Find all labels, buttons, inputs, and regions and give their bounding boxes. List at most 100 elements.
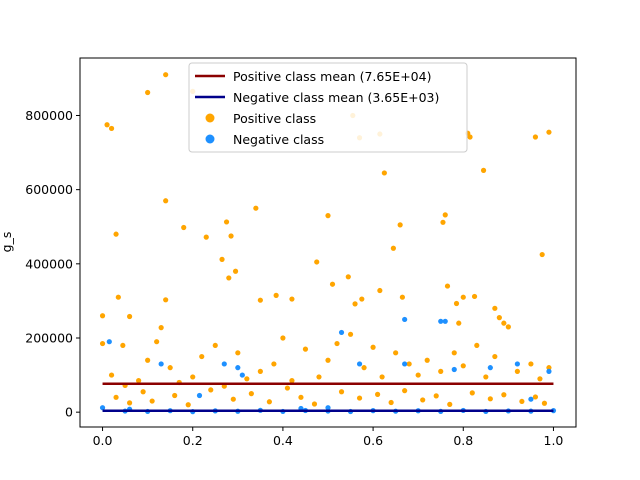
positive-class-point-5 <box>115 294 121 300</box>
positive-class-point-100 <box>185 402 191 408</box>
legend-negative-mean-label: Negative class mean (3.65E+03) <box>233 90 439 105</box>
positive-class-point-24 <box>289 296 295 302</box>
positive-class-point-89 <box>492 353 498 360</box>
positive-class-point-77 <box>361 365 367 371</box>
positive-class-point-48 <box>480 167 487 173</box>
legend-positive-marker <box>205 113 215 123</box>
negative-class-point-15 <box>442 318 448 324</box>
plot-frame <box>79 57 577 428</box>
positive-class-point-104 <box>266 399 272 405</box>
positive-class-point-83 <box>424 357 430 363</box>
legend-negative-label: Negative class <box>233 132 324 147</box>
positive-class-point-106 <box>298 394 304 400</box>
positive-class-point-118 <box>501 392 507 398</box>
positive-class-point-93 <box>537 376 543 382</box>
legend-positive-mean-label: Positive class mean (7.65E+04) <box>233 69 431 84</box>
positive-class-point-49 <box>492 305 498 311</box>
positive-class-point-27 <box>329 281 336 287</box>
positive-class-point-7 <box>127 313 133 320</box>
negative-class-point-7 <box>239 372 245 378</box>
positive-class-point-73 <box>316 374 322 380</box>
legend: Positive class mean (7.65E+04) Negative … <box>188 62 468 153</box>
positive-class-point-112 <box>402 388 408 394</box>
x-axis: 0.0 0.2 0.4 0.6 0.8 1.0 <box>93 427 564 448</box>
negative-class-point-16 <box>451 366 457 373</box>
positive-class-point-85 <box>451 350 457 356</box>
positive-class-point-52 <box>532 134 539 140</box>
positive-class-point-38 <box>399 294 405 300</box>
positive-class-point-86 <box>460 363 466 369</box>
positive-class-point-72 <box>302 346 309 352</box>
x-tick-label-1: 0.2 <box>183 433 203 448</box>
positive-class-point-54 <box>546 129 552 135</box>
positive-class-point-66 <box>235 350 241 356</box>
positive-class-point-53 <box>539 251 545 258</box>
positive-class-point-51 <box>501 320 507 326</box>
negative-class-point-5 <box>221 361 227 367</box>
positive-class-point-26 <box>325 213 331 219</box>
positive-class-point-55 <box>108 372 115 378</box>
positive-class-point-111 <box>388 399 394 406</box>
positive-class-point-35 <box>381 170 387 176</box>
positive-class-point-57 <box>136 378 142 384</box>
positive-class-point-58 <box>145 357 151 363</box>
negative-class-point-14 <box>438 318 444 324</box>
positive-class-point-41 <box>444 283 451 289</box>
positive-class-point-6 <box>120 342 126 349</box>
positive-class-point-103 <box>248 391 254 397</box>
positive-class-point-13 <box>181 224 187 231</box>
positive-class-point-67 <box>244 376 250 382</box>
positive-class-point-30 <box>352 301 358 307</box>
negative-class-point-3 <box>158 361 164 367</box>
y-tick-label-4: 800000 <box>25 108 73 123</box>
positive-class-point-91 <box>514 368 520 374</box>
negative-class-point-18 <box>514 361 520 367</box>
positive-class-point-70 <box>280 335 286 341</box>
negative-class-point-12 <box>402 316 408 323</box>
positive-class-point-98 <box>149 398 155 404</box>
positive-class-point-109 <box>356 395 363 401</box>
negative-class-point-20 <box>546 368 552 374</box>
positive-class-point-44 <box>460 294 466 300</box>
positive-class-point-4 <box>113 231 119 237</box>
y-tick-label-0: 0 <box>65 405 73 420</box>
positive-class-point-39 <box>440 219 446 225</box>
positive-class-point-11 <box>163 198 169 204</box>
x-tick-label-2: 0.4 <box>273 433 293 448</box>
positive-class-point-101 <box>208 387 214 393</box>
positive-class-point-105 <box>284 385 291 391</box>
negative-class-point-17 <box>487 365 493 371</box>
positive-class-point-62 <box>190 374 196 380</box>
positive-class-point-15 <box>203 234 209 240</box>
positive-class-point-63 <box>199 353 205 360</box>
positive-class-point-102 <box>230 396 236 402</box>
x-tick-label-5: 1.0 <box>544 433 564 448</box>
legend-positive-label: Positive class <box>233 111 316 126</box>
positive-class-point-34 <box>377 287 383 294</box>
negative-class-point-4 <box>196 392 203 399</box>
positive-class-point-76 <box>347 331 354 337</box>
negative-class-point-1 <box>106 339 112 345</box>
positive-class-point-22 <box>257 297 263 303</box>
positive-class-point-69 <box>271 361 277 367</box>
positive-class-point-42 <box>453 300 460 307</box>
positive-class-point-59 <box>154 339 160 345</box>
positive-class-point-97 <box>140 389 146 395</box>
negative-class-point-13 <box>402 361 408 367</box>
positive-class-point-108 <box>338 389 345 395</box>
positive-class-point-87 <box>474 342 480 349</box>
y-axis: 0 200000 400000 600000 800000 <box>25 108 80 420</box>
positive-class-point-8 <box>145 89 151 96</box>
x-tick-label-4: 0.8 <box>453 433 473 448</box>
positive-class-point-16 <box>219 256 225 262</box>
positive-class-point-120 <box>532 394 539 400</box>
positive-class-point-119 <box>519 398 525 405</box>
positive-class-point-113 <box>420 397 426 403</box>
positive-class-point-19 <box>226 275 232 281</box>
positive-class-point-80 <box>393 350 399 356</box>
positive-class-point-94 <box>546 365 552 371</box>
positive-class-point-9 <box>158 325 164 331</box>
negative-class-point-11 <box>356 361 363 367</box>
positive-class-point-81 <box>406 361 412 367</box>
